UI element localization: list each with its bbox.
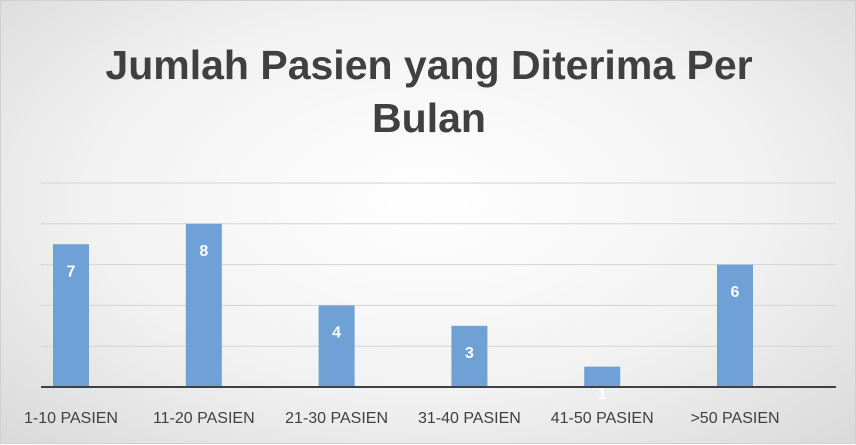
x-tick-label: 11-20 PASIEN <box>153 410 255 427</box>
x-tick-label: 21-30 PASIEN <box>285 410 388 427</box>
x-tick-label: 1-10 PASIEN <box>24 410 118 427</box>
data-label: 7 <box>67 263 76 280</box>
data-label: 3 <box>465 345 474 362</box>
data-label: 1 <box>598 386 607 403</box>
bar <box>717 264 753 387</box>
bar <box>185 223 222 387</box>
data-label: 6 <box>731 284 740 301</box>
data-label: 8 <box>199 243 208 260</box>
x-tick-label: >50 PASIEN <box>690 410 779 427</box>
chart-title: Jumlah Pasien yang Diterima Per Bulan <box>105 42 753 141</box>
bar <box>318 305 355 387</box>
bar <box>584 366 621 387</box>
x-tick-label: 41-50 PASIEN <box>551 410 654 427</box>
bar <box>451 325 488 387</box>
bar <box>53 244 89 387</box>
x-tick-label: 31-40 PASIEN <box>418 410 521 427</box>
data-label: 4 <box>332 325 341 342</box>
